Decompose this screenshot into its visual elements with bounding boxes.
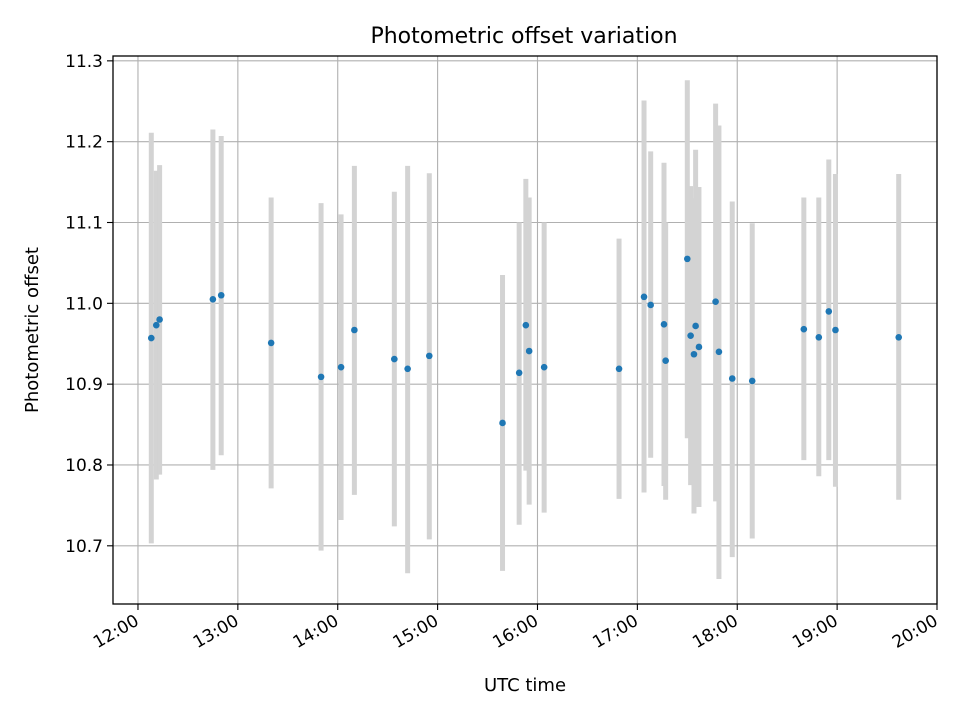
data-point <box>895 333 903 341</box>
y-tick-label: 11.0 <box>65 294 103 314</box>
data-point <box>515 369 523 377</box>
data-point <box>404 365 411 373</box>
x-axis-label: UTC time <box>484 675 566 696</box>
data-point <box>267 339 275 347</box>
data-point <box>499 419 506 427</box>
data-point <box>522 321 530 329</box>
data-point <box>540 363 548 371</box>
data-point <box>832 326 839 334</box>
data-point <box>748 377 756 385</box>
data-point <box>684 255 691 263</box>
data-point <box>615 365 623 373</box>
data-point <box>715 348 723 356</box>
y-axis: 10.7 10.8 10.9 11.0 11.1 11.2 11.3 <box>65 52 113 557</box>
data-point <box>692 322 699 330</box>
data-point <box>647 301 654 309</box>
data-points <box>147 255 903 427</box>
y-tick-label: 11.2 <box>65 133 103 153</box>
y-axis-label: Photometric offset <box>22 247 43 413</box>
data-point <box>690 350 698 358</box>
data-point <box>425 352 433 360</box>
data-point <box>695 343 703 351</box>
data-point <box>712 298 719 306</box>
data-point <box>152 321 160 329</box>
data-point <box>317 373 325 381</box>
y-tick-label: 10.9 <box>65 375 103 395</box>
data-point <box>217 291 225 299</box>
data-point <box>728 375 736 382</box>
y-tick-label: 10.7 <box>65 537 103 557</box>
data-point <box>525 347 533 355</box>
data-point <box>660 321 668 328</box>
data-point <box>687 332 694 339</box>
y-tick-label: 10.8 <box>65 456 103 476</box>
data-point <box>156 316 163 323</box>
data-point <box>209 295 217 303</box>
data-point <box>147 334 155 342</box>
plot-frame <box>112 55 938 605</box>
chart-title: Photometric offset variation <box>370 24 677 49</box>
data-point <box>662 357 669 365</box>
data-point <box>825 308 833 315</box>
y-tick-label: 11.1 <box>65 214 103 234</box>
data-point <box>337 363 345 371</box>
data-point <box>640 293 648 301</box>
data-point <box>815 333 823 341</box>
data-point <box>800 325 808 333</box>
data-point <box>351 326 358 334</box>
y-tick-label: 11.3 <box>65 52 103 72</box>
data-point <box>391 355 398 363</box>
